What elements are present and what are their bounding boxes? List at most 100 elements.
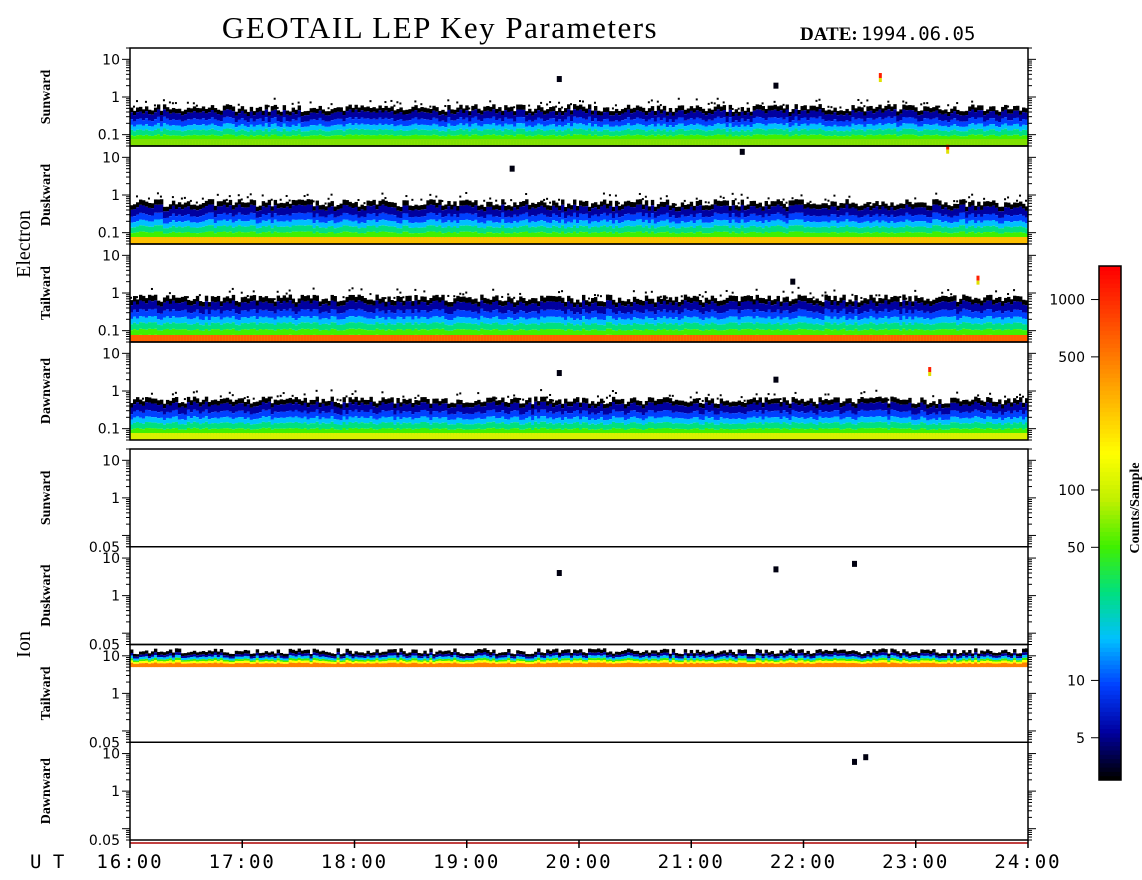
- spectrum-cell: [318, 216, 322, 223]
- spectrum-cell: [576, 237, 580, 244]
- spectrum-cell: [147, 135, 152, 141]
- spectrum-cell: [989, 232, 993, 238]
- spectrum-cell: [755, 116, 759, 124]
- spectrum-cell: [869, 129, 873, 135]
- spectrum-cell: [701, 108, 706, 114]
- spectrum-cell: [537, 226, 541, 233]
- spectrum-cell: [641, 119, 646, 126]
- spectrum-cell: [770, 226, 774, 233]
- spectrum-cell: [513, 111, 517, 116]
- spectrum-cell: [432, 205, 436, 214]
- spectrum-cell: [366, 129, 370, 135]
- spectrum-cell: [632, 139, 637, 146]
- spectrum-cell: [800, 129, 804, 135]
- spectrum-cell: [156, 134, 161, 140]
- spectrum-cell: [986, 113, 990, 121]
- spectrum-cell: [171, 213, 176, 221]
- spectrum-cell: [755, 227, 759, 233]
- spectrum-cell: [980, 227, 984, 234]
- spectrum-cell: [752, 124, 756, 130]
- spectrum-cell: [543, 221, 547, 227]
- spectrum-cell: [845, 231, 849, 238]
- spectrum-cell: [971, 128, 975, 135]
- spectrum-cell: [758, 202, 762, 208]
- spectrum-cell: [531, 115, 535, 122]
- spectrum-cell: [1019, 110, 1023, 115]
- spectrum-cell: [590, 232, 595, 238]
- spectrum-cell: [992, 134, 996, 141]
- spectrum-cell: [441, 237, 445, 244]
- spectrum-cell: [644, 225, 649, 232]
- spectrum-cell: [686, 139, 691, 146]
- spectrum-cell: [827, 227, 831, 234]
- spectrum-cell: [788, 200, 792, 206]
- spectrum-cell: [147, 202, 152, 208]
- spectrum-cell: [261, 226, 266, 232]
- spectrum-cell: [947, 111, 951, 117]
- spectrum-cell: [192, 118, 197, 125]
- spectrum-cell: [698, 205, 703, 214]
- spectrum-cell: [980, 222, 984, 228]
- spectrum-cell: [528, 233, 532, 239]
- spectrum-cell: [653, 110, 658, 116]
- spectrum-cell: [809, 204, 813, 209]
- spectrum-cell: [516, 123, 520, 129]
- spectrum-cell: [818, 209, 822, 217]
- spectrum-cell: [875, 118, 879, 125]
- spectrum-cell: [552, 118, 556, 125]
- spectrum-cell: [884, 227, 888, 233]
- spectrum-cell: [504, 123, 508, 129]
- spectrum-cell: [540, 139, 544, 146]
- spectrum-cell: [429, 108, 433, 114]
- spectrum-cell: [174, 120, 179, 126]
- spectrum-cell: [447, 109, 451, 118]
- spectrum-cell: [872, 221, 876, 227]
- spectrum-cell: [396, 223, 400, 229]
- spectrum-cell: [342, 121, 346, 127]
- spectrum-cell: [656, 208, 661, 217]
- spectrum-cell: [866, 226, 870, 233]
- spectrum-cell: [611, 211, 616, 218]
- spectrum-cell: [192, 216, 197, 223]
- spectrum-cell: [587, 206, 592, 212]
- spectrum-cell: [890, 226, 894, 233]
- spectrum-cell: [893, 222, 897, 228]
- spectrum-cell: [611, 126, 616, 132]
- spectrum-cell: [593, 214, 598, 222]
- spectrum-cell: [1001, 111, 1005, 119]
- spectrum-cell: [276, 237, 281, 244]
- spectrum-cell: [306, 204, 310, 213]
- spectrum-cell: [396, 109, 400, 114]
- spectrum-cell: [273, 205, 278, 214]
- spectrum-cell: [815, 129, 819, 136]
- spectrum-cell: [474, 104, 478, 110]
- spectrum-cell: [564, 218, 568, 224]
- spectrum-cell: [540, 118, 544, 125]
- spectrum-cell: [737, 223, 742, 229]
- spectrum-cell: [971, 205, 975, 214]
- spectrum-cell: [267, 219, 272, 226]
- spectrum-cell: [713, 139, 718, 146]
- spectrum-cell: [581, 139, 586, 146]
- spectrum-speck: [132, 105, 135, 108]
- spectrum-cell: [653, 228, 658, 234]
- spectrum-cell: [450, 222, 454, 228]
- spectrum-cell: [324, 115, 328, 122]
- spectrum-cell: [159, 199, 164, 205]
- spectrum-cell: [980, 105, 984, 111]
- spectrum-cell: [195, 217, 200, 223]
- spectrum-cell: [638, 111, 643, 119]
- spectrum-cell: [974, 227, 978, 234]
- spectrum-speck: [659, 104, 662, 107]
- spectrum-cell: [773, 220, 777, 227]
- spectrum-cell: [495, 113, 499, 121]
- spectrum-cell: [537, 232, 541, 238]
- spectrum-cell: [459, 109, 463, 118]
- spectrum-cell: [339, 215, 343, 222]
- spectrum-cell: [683, 222, 688, 228]
- spectrum-cell: [537, 202, 541, 208]
- spectrum-speck: [971, 100, 974, 103]
- spectrum-cell: [522, 231, 526, 238]
- spectrum-cell: [803, 208, 807, 217]
- spectrum-cell: [345, 134, 349, 141]
